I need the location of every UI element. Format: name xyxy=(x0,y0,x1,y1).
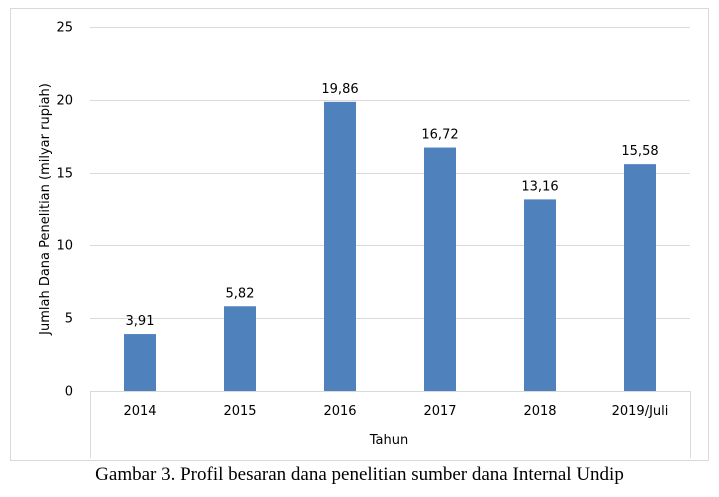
bar-2014 xyxy=(124,334,156,391)
y-tick-labels: 0 5 10 15 20 25 xyxy=(56,21,73,400)
y-axis-title: Jumlah Dana Penelitian (milyar rupiah) xyxy=(38,83,53,336)
y-tick-label: 5 xyxy=(65,312,73,327)
data-label: 16,72 xyxy=(421,128,458,143)
bar-2016 xyxy=(324,101,356,391)
bar-2017 xyxy=(424,147,456,391)
bar-2015 xyxy=(224,306,256,391)
data-label: 15,58 xyxy=(621,144,658,159)
data-label: 3,91 xyxy=(126,314,155,329)
data-label: 5,82 xyxy=(226,286,255,301)
x-tick-label: 2018 xyxy=(523,404,556,419)
x-tick-label: 2019/Juli xyxy=(612,404,669,419)
y-tick-label: 20 xyxy=(56,94,73,109)
y-tick-label: 0 xyxy=(65,385,73,400)
y-tick-label: 15 xyxy=(56,167,73,182)
bar-2019-Juli xyxy=(624,164,656,391)
x-tick-label: 2016 xyxy=(323,404,356,419)
x-axis-title: Tahun xyxy=(369,433,408,448)
x-tick-label: 2014 xyxy=(123,404,156,419)
data-label: 19,86 xyxy=(321,82,358,97)
y-tick-label: 25 xyxy=(56,21,73,36)
figure-caption: Gambar 3. Profil besaran dana penelitian… xyxy=(95,464,624,485)
chart-border xyxy=(10,8,709,461)
gridlines xyxy=(90,27,690,392)
y-tick-label: 10 xyxy=(56,239,73,254)
x-tick-label: 2017 xyxy=(423,404,456,419)
bar-2018 xyxy=(524,199,556,391)
category-grid xyxy=(90,391,691,458)
data-label: 13,16 xyxy=(521,179,558,194)
data-labels: 3,91 5,82 19,86 16,72 13,16 15,58 xyxy=(126,82,659,329)
x-tick-label: 2015 xyxy=(223,404,256,419)
x-tick-labels: 2014 2015 2016 2017 2018 2019/Juli xyxy=(123,404,668,419)
bars xyxy=(124,101,656,391)
